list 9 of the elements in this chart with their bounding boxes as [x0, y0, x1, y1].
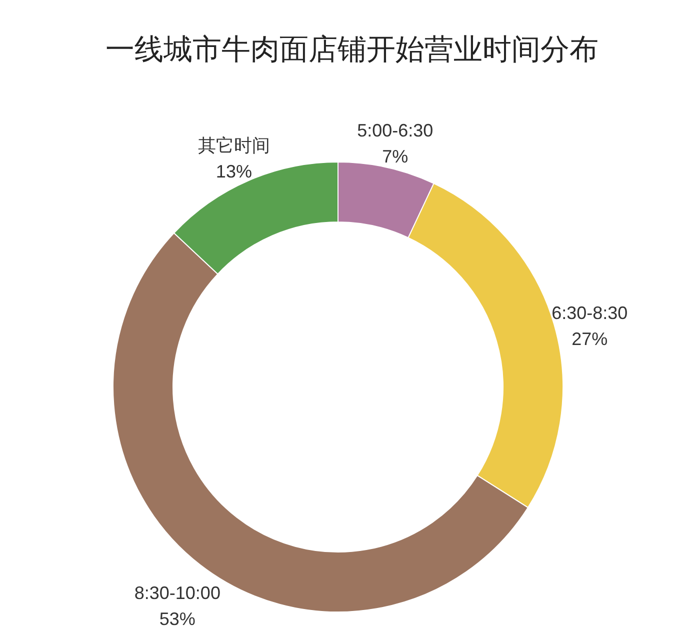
- slice-label: 5:00-6:30: [357, 120, 434, 140]
- data-label: 53%: [159, 609, 196, 629]
- data-label: 7%: [382, 146, 408, 166]
- chart-title: 一线城市牛肉面店铺开始营业时间分布: [106, 34, 598, 66]
- data-label: 13%: [216, 162, 252, 182]
- slice-label: 8:30-10:00: [134, 583, 220, 604]
- slice-label: 其它时间: [198, 136, 270, 156]
- data-label: 27%: [572, 328, 608, 349]
- slice-label: 6:30-8:30: [552, 302, 628, 323]
